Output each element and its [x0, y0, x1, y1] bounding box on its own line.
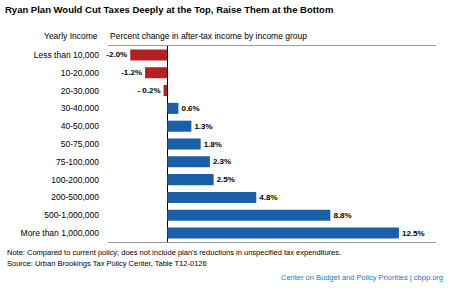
svg-text:2.5%: 2.5%	[217, 175, 235, 184]
svg-text:2.3%: 2.3%	[213, 157, 231, 166]
svg-text:40-50,000: 40-50,000	[61, 121, 100, 131]
svg-text:Source: Urban Brookings Tax Po: Source: Urban Brookings Tax Policy Cente…	[7, 259, 207, 268]
svg-text:8.8%: 8.8%	[333, 211, 351, 220]
svg-text:Note: Compared to current poli: Note: Compared to current policy; does n…	[7, 248, 341, 257]
svg-text:75-100,000: 75-100,000	[56, 157, 99, 167]
svg-text:0.6%: 0.6%	[181, 104, 199, 113]
svg-text:Center on Budget and Policy Pr: Center on Budget and Policy Priorities |…	[281, 273, 443, 282]
svg-text:100-200,000: 100-200,000	[51, 175, 99, 185]
svg-text:4.8%: 4.8%	[259, 193, 277, 202]
svg-text:More than 1,000,000: More than 1,000,000	[21, 228, 100, 238]
svg-text:12.5%: 12.5%	[402, 229, 425, 238]
svg-text:200-500,000: 200-500,000	[51, 192, 99, 202]
svg-text:Less than 10,000: Less than 10,000	[34, 50, 99, 60]
svg-text:Ryan Plan Would Cut Taxes Deep: Ryan Plan Would Cut Taxes Deeply at the …	[5, 4, 333, 15]
svg-text:1.3%: 1.3%	[194, 122, 212, 131]
svg-text:10-20,000: 10-20,000	[61, 68, 100, 78]
svg-text:-2.0%: -2.0%	[106, 50, 127, 59]
svg-text:1.8%: 1.8%	[204, 140, 222, 149]
svg-text:30-40,000: 30-40,000	[61, 103, 100, 113]
svg-text:-1.2%: -1.2%	[121, 68, 142, 77]
svg-text:500-1,000,000: 500-1,000,000	[44, 210, 99, 220]
svg-text:20-30,000: 20-30,000	[61, 86, 100, 96]
svg-text:Percent change in after-tax in: Percent change in after-tax income by in…	[110, 31, 307, 41]
svg-text:50-75,000: 50-75,000	[61, 139, 100, 149]
svg-text:Yearly Income: Yearly Income	[44, 31, 98, 41]
svg-text:- 0.2%: - 0.2%	[137, 86, 160, 95]
